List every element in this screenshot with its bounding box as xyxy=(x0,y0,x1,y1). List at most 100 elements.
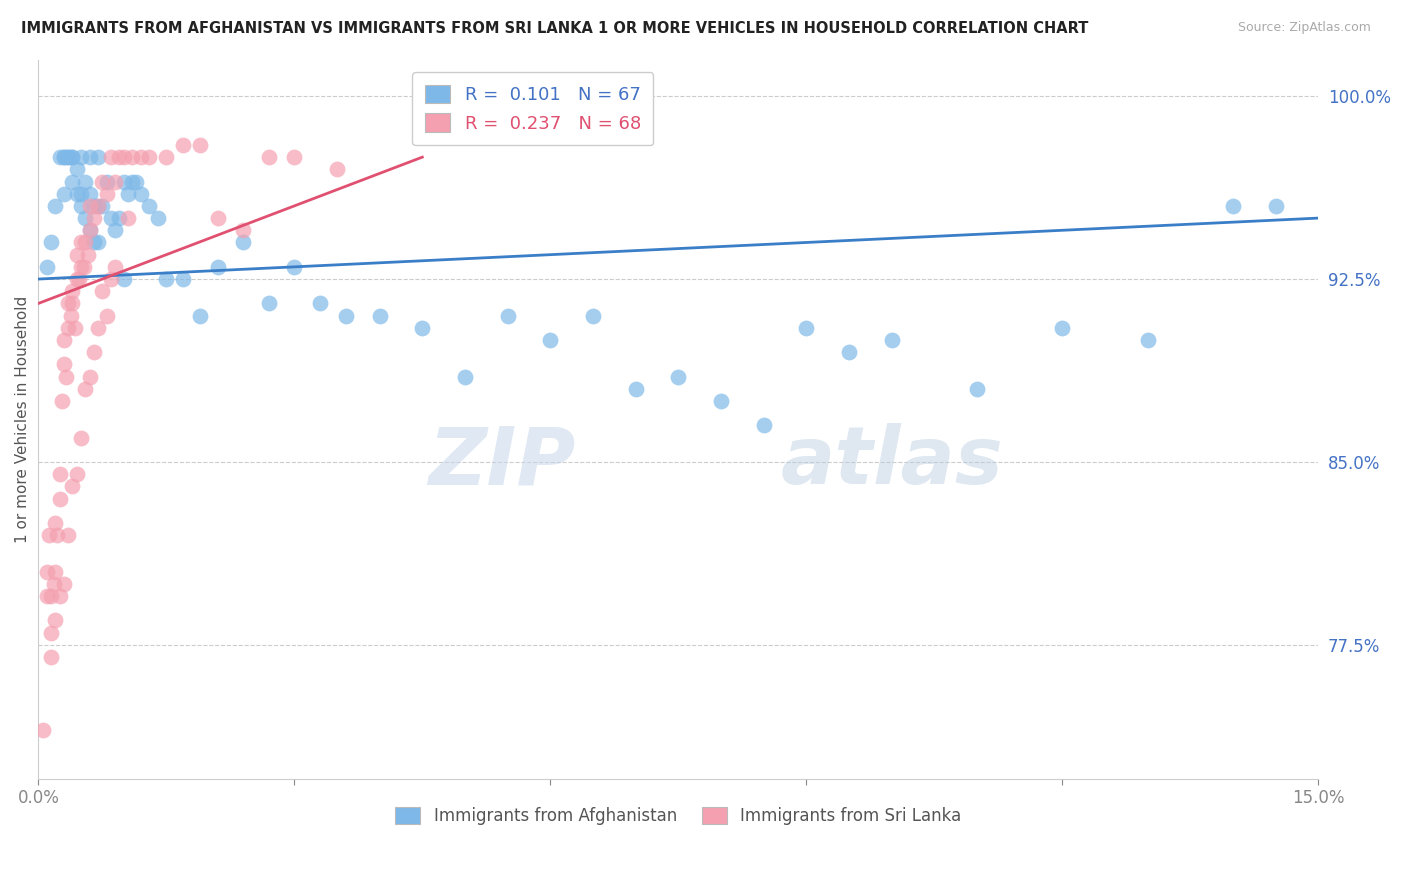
Point xyxy=(326,162,349,177)
Point xyxy=(232,223,254,237)
Point xyxy=(44,516,66,530)
Point xyxy=(79,199,101,213)
Point xyxy=(79,150,101,164)
Point xyxy=(146,211,169,225)
Point xyxy=(190,309,212,323)
Point xyxy=(117,186,139,201)
Point xyxy=(62,479,84,493)
Point xyxy=(155,272,177,286)
Point xyxy=(91,174,114,188)
Point xyxy=(70,260,93,274)
Point xyxy=(666,369,689,384)
Point xyxy=(138,150,160,164)
Point xyxy=(70,235,93,250)
Point xyxy=(79,223,101,237)
Point xyxy=(58,150,80,164)
Point xyxy=(52,186,75,201)
Point xyxy=(112,174,135,188)
Point xyxy=(283,260,305,274)
Point xyxy=(42,577,65,591)
Point xyxy=(624,382,647,396)
Text: atlas: atlas xyxy=(780,424,1004,501)
Point xyxy=(83,211,105,225)
Point xyxy=(87,235,110,250)
Point xyxy=(58,528,80,542)
Point xyxy=(63,321,86,335)
Point xyxy=(91,285,114,299)
Point xyxy=(752,418,775,433)
Text: ZIP: ZIP xyxy=(429,424,576,501)
Point xyxy=(117,211,139,225)
Point xyxy=(52,577,75,591)
Point xyxy=(538,333,561,347)
Point xyxy=(121,174,143,188)
Point xyxy=(190,137,212,152)
Y-axis label: 1 or more Vehicles in Household: 1 or more Vehicles in Household xyxy=(15,295,30,543)
Point xyxy=(112,272,135,286)
Point xyxy=(155,150,177,164)
Point xyxy=(96,309,118,323)
Point xyxy=(138,199,160,213)
Point xyxy=(83,345,105,359)
Point xyxy=(582,309,605,323)
Point xyxy=(104,174,127,188)
Point xyxy=(257,296,280,310)
Point xyxy=(66,248,89,262)
Point xyxy=(91,199,114,213)
Point xyxy=(52,333,75,347)
Point xyxy=(368,309,391,323)
Point xyxy=(44,565,66,579)
Point xyxy=(108,211,131,225)
Point xyxy=(52,150,75,164)
Point xyxy=(62,150,84,164)
Point xyxy=(104,260,127,274)
Point xyxy=(70,199,93,213)
Point xyxy=(108,150,131,164)
Point xyxy=(48,467,70,482)
Point xyxy=(172,272,194,286)
Point xyxy=(66,162,89,177)
Point xyxy=(79,369,101,384)
Point xyxy=(75,382,97,396)
Point xyxy=(96,186,118,201)
Legend: Immigrants from Afghanistan, Immigrants from Sri Lanka: Immigrants from Afghanistan, Immigrants … xyxy=(385,797,972,835)
Point xyxy=(75,235,97,250)
Point xyxy=(112,150,135,164)
Point xyxy=(55,369,77,384)
Point xyxy=(72,260,94,274)
Point xyxy=(59,309,82,323)
Point xyxy=(710,394,733,409)
Point xyxy=(35,260,58,274)
Point xyxy=(75,174,97,188)
Point xyxy=(31,723,53,738)
Point xyxy=(87,150,110,164)
Point xyxy=(79,186,101,201)
Point xyxy=(125,174,148,188)
Point xyxy=(794,321,817,335)
Point xyxy=(87,321,110,335)
Point xyxy=(58,321,80,335)
Point xyxy=(232,235,254,250)
Point xyxy=(48,150,70,164)
Point xyxy=(207,260,229,274)
Text: IMMIGRANTS FROM AFGHANISTAN VS IMMIGRANTS FROM SRI LANKA 1 OR MORE VEHICLES IN H: IMMIGRANTS FROM AFGHANISTAN VS IMMIGRANT… xyxy=(21,21,1088,36)
Point xyxy=(838,345,860,359)
Point xyxy=(96,174,118,188)
Point xyxy=(39,235,62,250)
Point xyxy=(172,137,194,152)
Point xyxy=(129,186,152,201)
Point xyxy=(207,211,229,225)
Point xyxy=(100,150,122,164)
Point xyxy=(66,186,89,201)
Point xyxy=(121,150,143,164)
Point xyxy=(104,223,127,237)
Text: Source: ZipAtlas.com: Source: ZipAtlas.com xyxy=(1237,21,1371,34)
Point xyxy=(70,431,93,445)
Point xyxy=(129,150,152,164)
Point xyxy=(66,272,89,286)
Point xyxy=(62,174,84,188)
Point xyxy=(38,528,60,542)
Point xyxy=(87,199,110,213)
Point xyxy=(283,150,305,164)
Point xyxy=(83,235,105,250)
